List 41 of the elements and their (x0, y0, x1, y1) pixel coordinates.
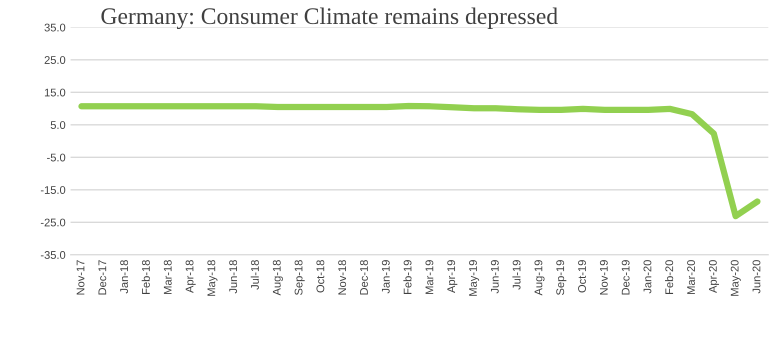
y-tick-label: -5.0 (47, 154, 66, 162)
x-tick-label: Aug-18 (272, 260, 283, 296)
x-tick-label: Feb-19 (403, 260, 412, 294)
x-tick-label: Sep-18 (294, 260, 305, 295)
x-tick-label: Jan-18 (120, 260, 128, 294)
y-tick-label: -25.0 (40, 218, 66, 226)
x-tick-label: May-19 (469, 260, 480, 296)
x-tick-label: Oct-19 (578, 260, 586, 292)
x-tick-label: Sep-19 (556, 260, 566, 295)
x-tick-label: Jun-20 (752, 260, 760, 294)
x-tick-label: Dec-18 (360, 260, 368, 295)
y-tick-label: -35.0 (40, 251, 66, 259)
y-tick-label: 5.0 (50, 121, 66, 129)
x-tick-label: Nov-17 (76, 260, 84, 295)
x-tick-label: Jun-19 (490, 260, 499, 294)
x-tick-label: Mar-19 (425, 260, 434, 294)
x-tick-label: May-18 (207, 260, 218, 296)
x-tick-label: Feb-20 (665, 260, 674, 294)
y-tick-label: 25.0 (44, 56, 66, 64)
x-tick-label: Apr-19 (447, 260, 458, 293)
x-tick-label: Jul-18 (250, 260, 259, 290)
x-tick-label: Apr-18 (186, 260, 196, 293)
y-tick-label: 35.0 (44, 24, 66, 32)
x-tick-label: Dec-17 (98, 260, 106, 295)
x-tick-label: Nov-19 (600, 260, 608, 295)
x-tick-label: Mar-18 (164, 260, 172, 294)
x-tick-label: Feb-18 (142, 260, 150, 294)
x-tick-label: Jan-19 (382, 260, 390, 294)
x-tick-label: Dec-19 (622, 260, 630, 295)
x-tick-label: Jun-18 (229, 260, 238, 294)
x-tick-label: Oct-18 (316, 260, 324, 292)
x-tick-label: May-20 (730, 260, 741, 296)
y-tick-label: 15.0 (44, 88, 66, 96)
chart-title: Germany: Consumer Climate remains depressed (101, 8, 558, 30)
x-tick-label: Aug-19 (534, 260, 545, 296)
x-tick-label: Nov-18 (338, 260, 346, 295)
y-tick-label: -15.0 (40, 186, 66, 194)
x-tick-label: Jan-20 (644, 260, 652, 294)
x-tick-label: Jul-19 (512, 260, 521, 290)
x-tick-label: Apr-20 (708, 260, 719, 293)
x-tick-label: Mar-20 (687, 260, 695, 294)
